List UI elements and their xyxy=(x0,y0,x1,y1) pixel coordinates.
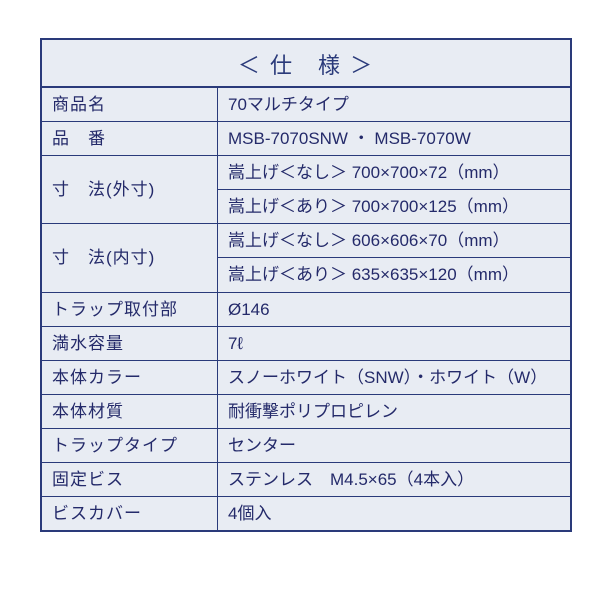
label-trap-type: トラップタイプ xyxy=(42,428,218,462)
table-row: トラップタイプ センター xyxy=(42,428,570,462)
spec-table: 商品名 70マルチタイプ 品 番 MSB-7070SNW ・ MSB-7070W… xyxy=(42,88,570,530)
label-screw-cover: ビスカバー xyxy=(42,497,218,531)
table-row: 満水容量 7ℓ xyxy=(42,326,570,360)
value-body-material: 耐衝撃ポリプロピレン xyxy=(218,394,571,428)
value-model: MSB-7070SNW ・ MSB-7070W xyxy=(218,122,571,156)
value-inner-dim-a: 嵩上げ＜なし＞ 606×606×70（mm） xyxy=(218,224,571,258)
value-outer-dim-a: 嵩上げ＜なし＞ 700×700×72（mm） xyxy=(218,156,571,190)
table-row: 寸 法(内寸) 嵩上げ＜なし＞ 606×606×70（mm） xyxy=(42,224,570,258)
value-capacity: 7ℓ xyxy=(218,326,571,360)
label-trap-mount: トラップ取付部 xyxy=(42,292,218,326)
value-inner-dim-b: 嵩上げ＜あり＞ 635×635×120（mm） xyxy=(218,258,571,292)
table-row: 固定ビス ステンレス M4.5×65（4本入） xyxy=(42,463,570,497)
table-row: トラップ取付部 Ø146 xyxy=(42,292,570,326)
label-product-name: 商品名 xyxy=(42,88,218,122)
value-product-name: 70マルチタイプ xyxy=(218,88,571,122)
label-screws: 固定ビス xyxy=(42,463,218,497)
value-outer-dim-b: 嵩上げ＜あり＞ 700×700×125（mm） xyxy=(218,190,571,224)
table-row: 本体カラー スノーホワイト（SNW）・ホワイト（W） xyxy=(42,360,570,394)
label-inner-dim: 寸 法(内寸) xyxy=(42,224,218,292)
label-model: 品 番 xyxy=(42,122,218,156)
table-row: 本体材質 耐衝撃ポリプロピレン xyxy=(42,394,570,428)
label-outer-dim: 寸 法(外寸) xyxy=(42,156,218,224)
table-row: ビスカバー 4個入 xyxy=(42,497,570,531)
page: ＜ 仕 様 ＞ 商品名 70マルチタイプ 品 番 MSB-7070SNW ・ M… xyxy=(0,0,600,600)
label-body-color: 本体カラー xyxy=(42,360,218,394)
value-body-color: スノーホワイト（SNW）・ホワイト（W） xyxy=(218,360,571,394)
table-row: 品 番 MSB-7070SNW ・ MSB-7070W xyxy=(42,122,570,156)
spec-box: ＜ 仕 様 ＞ 商品名 70マルチタイプ 品 番 MSB-7070SNW ・ M… xyxy=(40,38,572,532)
spec-title: ＜ 仕 様 ＞ xyxy=(42,40,570,88)
table-row: 商品名 70マルチタイプ xyxy=(42,88,570,122)
table-row: 寸 法(外寸) 嵩上げ＜なし＞ 700×700×72（mm） xyxy=(42,156,570,190)
value-trap-mount: Ø146 xyxy=(218,292,571,326)
label-body-material: 本体材質 xyxy=(42,394,218,428)
value-screw-cover: 4個入 xyxy=(218,497,571,531)
label-capacity: 満水容量 xyxy=(42,326,218,360)
value-trap-type: センター xyxy=(218,428,571,462)
value-screws: ステンレス M4.5×65（4本入） xyxy=(218,463,571,497)
